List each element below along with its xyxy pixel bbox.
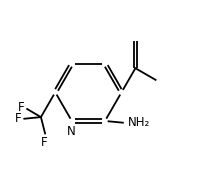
Text: NH₂: NH₂ — [128, 116, 150, 129]
Text: F: F — [15, 112, 21, 125]
Text: N: N — [66, 125, 75, 138]
Text: F: F — [18, 101, 24, 114]
Text: F: F — [41, 136, 48, 149]
